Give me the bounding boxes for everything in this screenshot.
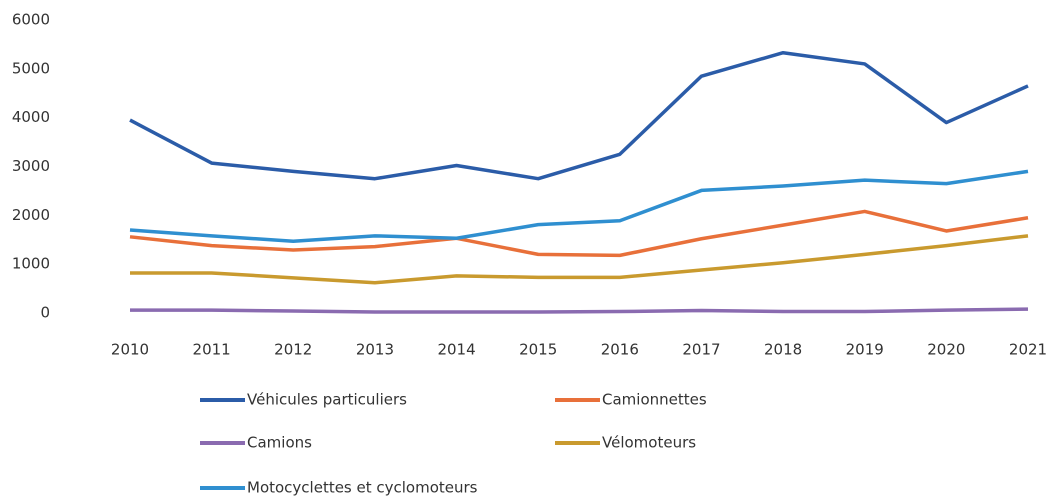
x-tick-label: 2010 (111, 341, 149, 359)
x-tick-label: 2021 (1009, 341, 1047, 359)
series-line (129, 209, 1029, 258)
x-tick-label: 2013 (356, 341, 394, 359)
y-tick-label: 1000 (12, 255, 50, 273)
x-tick-label: 2019 (846, 341, 884, 359)
y-tick-label: 4000 (12, 108, 50, 126)
legend-label: Motocyclettes et cyclomoteurs (247, 479, 478, 497)
legend-label: Véhicules particuliers (247, 391, 407, 409)
x-tick-label: 2020 (927, 341, 965, 359)
legend-label: Vélomoteurs (602, 434, 696, 452)
x-tick-label: 2018 (764, 341, 802, 359)
x-tick-label: 2012 (274, 341, 312, 359)
series-line (129, 50, 1029, 181)
x-tick-label: 2015 (519, 341, 557, 359)
x-tick-label: 2011 (193, 341, 231, 359)
y-tick-label: 3000 (12, 157, 50, 175)
series-line (130, 307, 1029, 314)
y-tick-label: 5000 (12, 59, 50, 77)
x-tick-label: 2014 (437, 341, 475, 359)
y-tick-label: 6000 (12, 11, 50, 29)
y-tick-label: 0 (40, 304, 50, 322)
x-tick-label: 2017 (682, 341, 720, 359)
legend-label: Camionnettes (602, 391, 707, 409)
series-line (129, 169, 1029, 243)
y-tick-label: 2000 (12, 206, 50, 224)
legend-label: Camions (247, 434, 312, 452)
series-line (130, 234, 1029, 285)
x-tick-label: 2016 (601, 341, 639, 359)
